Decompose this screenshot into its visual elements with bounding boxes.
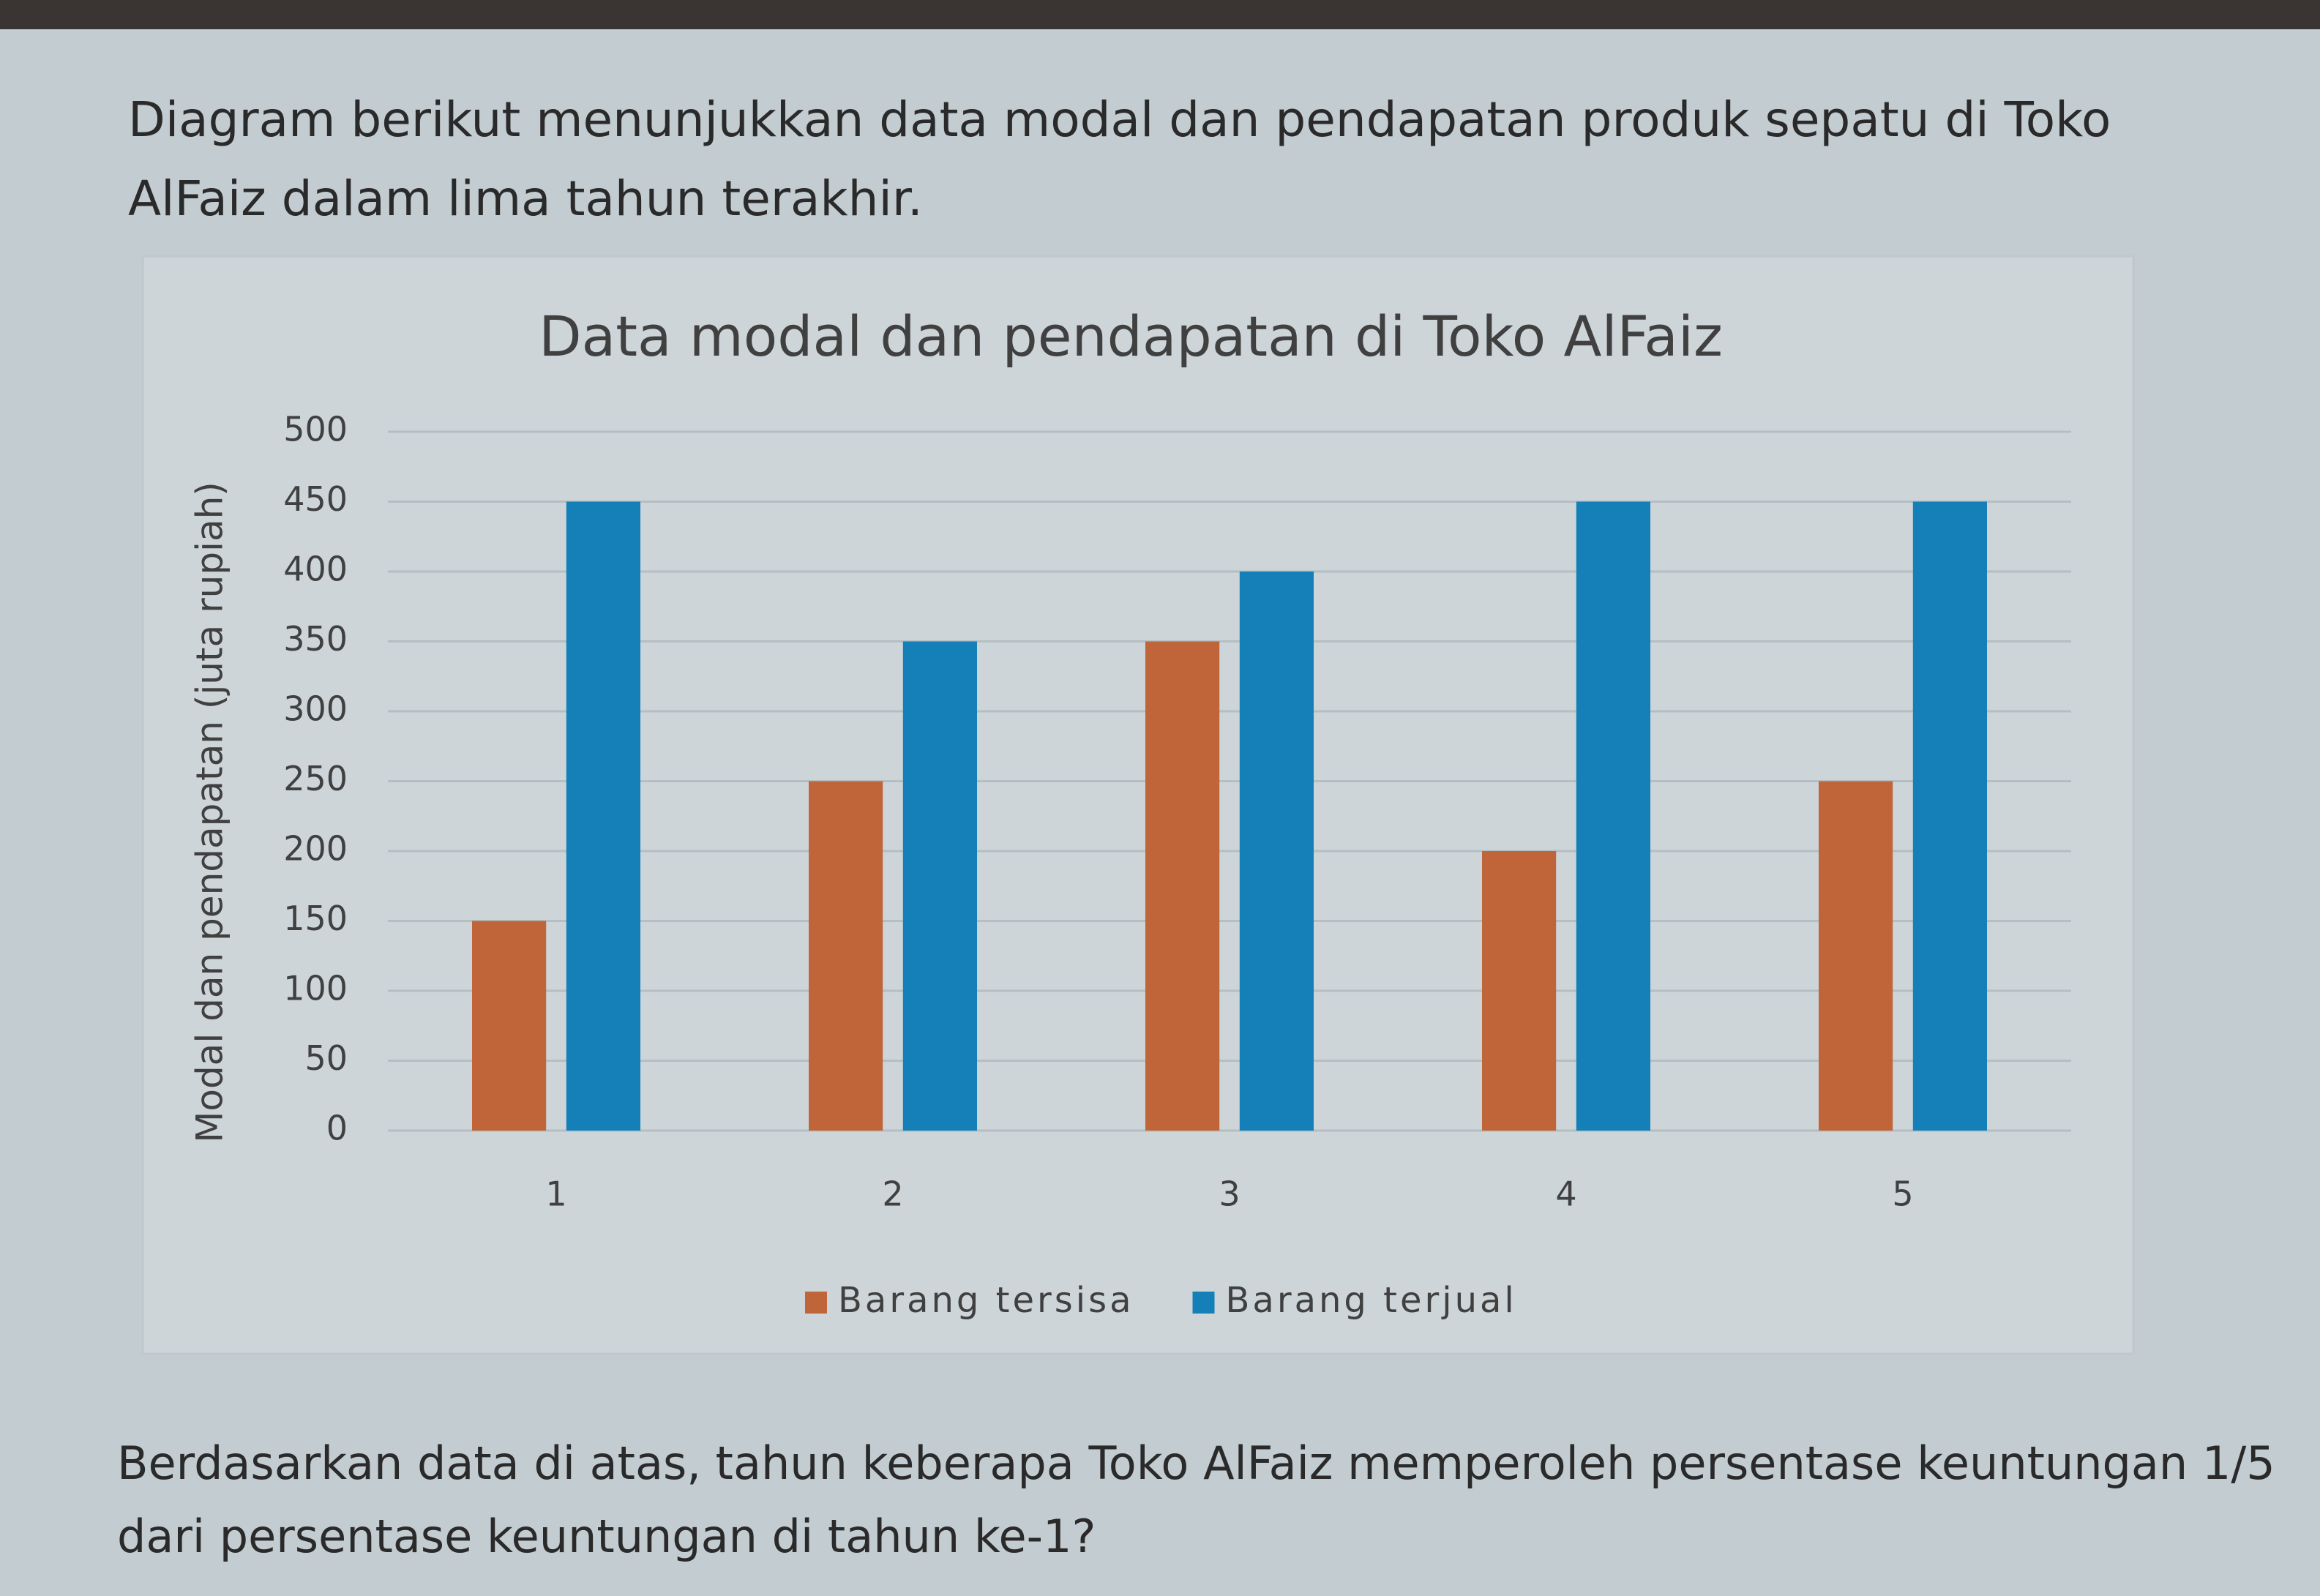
chart-title: Data modal dan pendapatan di Toko AlFaiz <box>539 304 1723 369</box>
y-axis-label: Modal dan pendapatan (juta rupiah) <box>189 482 231 1143</box>
x-tick-label: 4 <box>1555 1174 1576 1214</box>
bar <box>1482 851 1557 1131</box>
bar <box>1239 572 1314 1131</box>
y-tick-label: 250 <box>283 759 348 798</box>
y-tick-label: 150 <box>283 899 348 938</box>
bar <box>1912 501 1987 1131</box>
bar <box>809 781 883 1131</box>
y-tick-label: 400 <box>283 550 348 589</box>
bar <box>566 501 640 1131</box>
legend-swatch <box>805 1292 827 1314</box>
y-tick-label: 200 <box>283 829 348 869</box>
y-tick-label: 300 <box>283 689 348 729</box>
chart-panel <box>141 255 2135 1355</box>
bar <box>1819 781 1893 1131</box>
question-text: Berdasarkan data di atas, tahun keberapa… <box>117 1436 2275 1563</box>
bar <box>472 921 547 1131</box>
y-tick-label: 0 <box>326 1109 348 1148</box>
bar <box>1576 501 1650 1131</box>
legend-label: Barang terjual <box>1226 1280 1517 1321</box>
x-tick-label: 3 <box>1219 1174 1240 1214</box>
x-tick-label: 2 <box>882 1174 903 1214</box>
intro-text: Diagram berikut menunjukkan data modal d… <box>128 91 2111 227</box>
y-tick-label: 100 <box>283 969 348 1008</box>
legend-swatch <box>1192 1292 1215 1314</box>
bar <box>902 641 977 1131</box>
legend-label: Barang tersisa <box>838 1280 1134 1321</box>
top-strip <box>0 0 2320 29</box>
y-tick-label: 450 <box>283 479 348 519</box>
y-tick-label: 350 <box>283 619 348 659</box>
x-tick-label: 1 <box>545 1174 566 1214</box>
x-tick-label: 5 <box>1892 1174 1913 1214</box>
bar <box>1145 641 1220 1131</box>
y-tick-label: 500 <box>283 410 348 449</box>
y-tick-label: 50 <box>304 1038 348 1078</box>
